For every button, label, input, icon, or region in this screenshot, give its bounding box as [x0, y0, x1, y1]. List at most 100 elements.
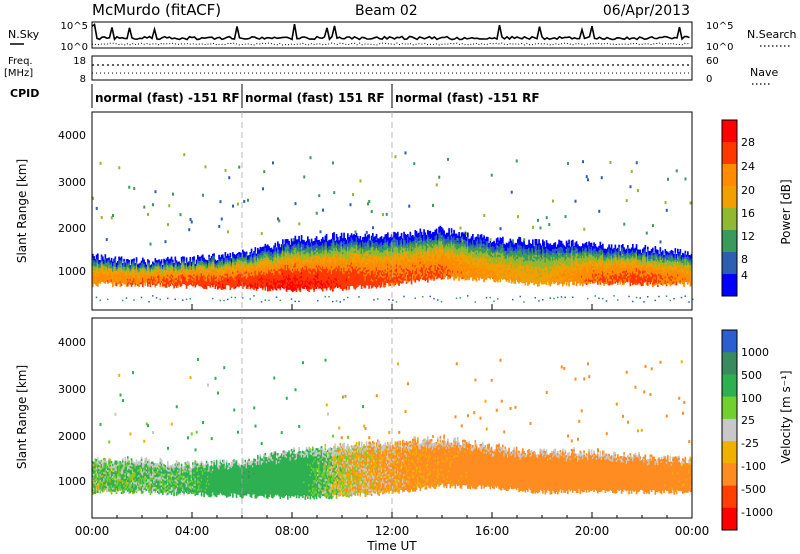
- power-cell: [332, 161, 334, 164]
- power-cell: [322, 209, 324, 212]
- noise-right-label: N.Search: [747, 28, 797, 41]
- freq-panel-frame: [92, 56, 692, 80]
- power-cell: [350, 203, 352, 206]
- power-cell: [316, 236, 318, 238]
- power-cell: [167, 257, 169, 259]
- date-title: 06/Apr/2013: [603, 3, 690, 19]
- power-cell: [360, 236, 362, 238]
- noise-left-tick-bottom: 10^0: [61, 42, 88, 53]
- power-cell: [152, 203, 154, 206]
- power-cell: [368, 200, 370, 203]
- power-cell: [230, 253, 232, 255]
- power-cell: [143, 259, 145, 261]
- power-cell: [183, 257, 185, 259]
- power-cell: [322, 237, 324, 239]
- power-cell: [143, 206, 145, 209]
- power-cell: [365, 234, 367, 236]
- cpid-label: CPID: [10, 87, 39, 100]
- power-cell: [100, 162, 102, 165]
- sky-noise-line: [92, 24, 690, 39]
- power-cell: [222, 254, 224, 256]
- power-cell: [243, 200, 245, 203]
- power-cell: [368, 234, 370, 236]
- power-cell: [227, 254, 229, 256]
- power-cell: [288, 241, 290, 243]
- power-cell: [101, 216, 103, 219]
- power-cell: [336, 234, 338, 236]
- freq-label-top: Freq.: [8, 56, 33, 67]
- power-cell: [261, 232, 263, 235]
- nave-label: Nave: [750, 66, 778, 79]
- power-cell: [307, 236, 309, 238]
- station-title: McMurdo (fitACF): [92, 1, 221, 19]
- power-cell: [128, 260, 130, 262]
- power-cell: [311, 239, 313, 241]
- power-cell: [123, 259, 125, 261]
- power-cell: [115, 256, 117, 258]
- power-cell: [397, 232, 399, 234]
- power-cell: [202, 254, 204, 256]
- power-cell: [108, 257, 110, 259]
- power-cell: [247, 199, 249, 202]
- power-cell: [372, 226, 374, 229]
- power-cell: [341, 233, 343, 235]
- power-cell: [376, 234, 378, 236]
- power-cell: [133, 258, 135, 260]
- power-cell: [316, 212, 318, 215]
- power-cell: [343, 233, 345, 235]
- power-cell: [93, 256, 95, 258]
- power-cell: [128, 186, 130, 189]
- power-cell: [97, 253, 99, 255]
- search-noise-line: [92, 43, 690, 45]
- power-cell: [112, 214, 114, 217]
- power-cell: [147, 213, 149, 216]
- power-cell: [403, 232, 405, 234]
- power-cell: [246, 252, 248, 254]
- power-cell: [237, 203, 239, 206]
- power-cell: [171, 257, 173, 259]
- power-cell: [183, 153, 185, 156]
- power-cell: [301, 235, 303, 237]
- power-cell: [225, 252, 227, 254]
- power-cell: [175, 257, 177, 259]
- power-cell: [357, 236, 359, 238]
- power-cell: [165, 240, 167, 243]
- power-cell: [232, 205, 234, 208]
- power-cell: [150, 243, 152, 246]
- power-cell: [347, 233, 349, 235]
- power-cell: [102, 256, 104, 258]
- power-cell: [298, 222, 300, 225]
- power-cell: [218, 255, 220, 257]
- power-cell: [136, 257, 138, 259]
- noise-traces: [92, 24, 690, 45]
- power-cell: [298, 236, 300, 238]
- power-cell: [167, 223, 169, 226]
- power-cell: [382, 213, 384, 216]
- power-cell: [96, 207, 98, 210]
- power-cell: [318, 194, 320, 197]
- power-cell: [371, 210, 373, 213]
- power-cell: [386, 213, 388, 216]
- power-cell: [272, 161, 274, 164]
- power-cell: [208, 255, 210, 257]
- power-cell: [372, 233, 374, 235]
- power-cell: [121, 256, 123, 258]
- cpid-segment-label: normal (fast) -151 RF: [95, 91, 240, 105]
- power-cell: [155, 190, 157, 193]
- power-cell: [381, 236, 383, 238]
- power-cell: [251, 249, 253, 251]
- power-cell: [186, 257, 188, 259]
- power-cell: [360, 179, 362, 182]
- freq-label-bottom: [MHz]: [4, 68, 33, 79]
- freq-left-tick-top: 18: [73, 56, 86, 67]
- power-cell: [295, 202, 297, 205]
- power-cell: [352, 193, 354, 196]
- power-cell: [295, 236, 297, 238]
- power-cell: [395, 155, 397, 158]
- power-cell: [161, 259, 163, 261]
- power-cell: [278, 219, 280, 222]
- power-cell: [202, 194, 204, 197]
- power-cell: [148, 260, 150, 262]
- power-cell: [218, 225, 220, 228]
- power-cell: [227, 230, 229, 233]
